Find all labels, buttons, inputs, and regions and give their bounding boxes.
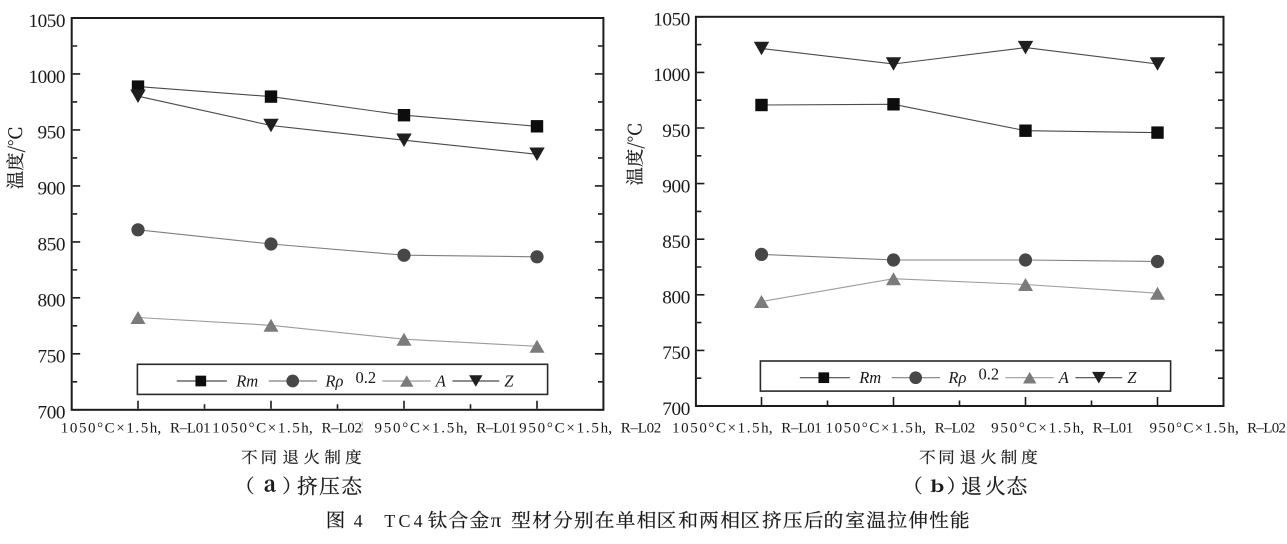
svg-text:1000: 1000 — [29, 67, 66, 88]
svg-text:850: 850 — [662, 232, 690, 253]
svg-text:900: 900 — [662, 176, 690, 197]
svg-text:R–L01: R–L01 — [1093, 421, 1134, 437]
svg-text:1000: 1000 — [653, 65, 690, 86]
svg-text:R–L02: R–L02 — [935, 421, 976, 437]
svg-text:750: 750 — [38, 347, 66, 368]
svg-text:Rm: Rm — [858, 368, 881, 387]
svg-text:4: 4 — [354, 511, 363, 531]
svg-text:950°C×1.5h: 950°C×1.5h — [519, 421, 609, 437]
svg-text:Rm: Rm — [235, 372, 258, 391]
svg-text:Z: Z — [504, 372, 514, 391]
svg-text:R–L02: R–L02 — [1247, 421, 1286, 437]
svg-text:,: , — [922, 420, 926, 437]
svg-text:950°C×1.5h: 950°C×1.5h — [991, 421, 1081, 437]
svg-text:Z: Z — [1127, 368, 1137, 387]
svg-text:R–L01: R–L01 — [476, 421, 517, 437]
svg-text:,: , — [1235, 420, 1239, 437]
svg-text:,: , — [464, 420, 468, 437]
svg-text:,: , — [157, 420, 161, 437]
svg-text:800: 800 — [662, 288, 690, 309]
svg-text:900: 900 — [38, 179, 66, 200]
svg-text:,: , — [608, 420, 612, 437]
svg-text:R–L02: R–L02 — [621, 421, 662, 437]
svg-text:,: , — [309, 420, 313, 437]
svg-text:1050°C×1.5h: 1050°C×1.5h — [826, 421, 923, 437]
svg-text:800: 800 — [38, 291, 66, 312]
svg-text:,: , — [1080, 420, 1084, 437]
svg-text:1050°C×1.5h: 1050°C×1.5h — [672, 421, 769, 437]
svg-text:950°C×1.5h: 950°C×1.5h — [1150, 421, 1236, 437]
svg-text:1050°C×1.5h: 1050°C×1.5h — [212, 421, 309, 437]
svg-text:950°C×1.5h: 950°C×1.5h — [375, 421, 465, 437]
svg-text:700: 700 — [662, 399, 690, 420]
svg-text:TC4: TC4 — [384, 511, 422, 531]
svg-text:Rρ: Rρ — [324, 372, 343, 391]
svg-text:π: π — [491, 508, 502, 532]
svg-text:R–L01: R–L01 — [170, 421, 211, 437]
svg-text:1050: 1050 — [29, 11, 66, 32]
svg-text:950: 950 — [662, 121, 690, 142]
svg-text:R–L01: R–L01 — [781, 421, 822, 437]
svg-text:1050°C×1.5h: 1050°C×1.5h — [61, 421, 158, 437]
svg-text:1050: 1050 — [653, 10, 690, 31]
svg-text:0.2: 0.2 — [356, 368, 377, 387]
svg-text:A: A — [435, 372, 447, 391]
svg-text:850: 850 — [38, 235, 66, 256]
svg-text:0.2: 0.2 — [979, 365, 1000, 384]
svg-text:700: 700 — [38, 403, 66, 424]
svg-text:Rρ: Rρ — [947, 368, 966, 387]
svg-text:A: A — [1058, 368, 1070, 387]
svg-text:R–L02: R–L02 — [322, 421, 363, 437]
svg-text:750: 750 — [662, 343, 690, 364]
svg-text:950: 950 — [38, 123, 66, 144]
svg-text:,: , — [769, 420, 773, 437]
